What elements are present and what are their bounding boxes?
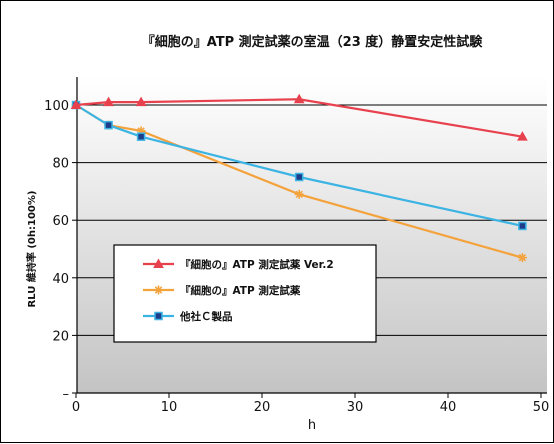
series-lines: [70, 93, 528, 263]
series-0: [70, 93, 528, 141]
x-tick-label: 20: [254, 400, 271, 415]
data-point: [136, 132, 146, 141]
y-tick-label: –: [63, 387, 70, 402]
data-point: [104, 120, 113, 130]
y-tick-label: 100: [44, 99, 69, 114]
x-tick-labels: 0 10 20 30 40 50: [72, 400, 549, 415]
plot-background: [77, 77, 547, 393]
data-point: [135, 96, 147, 107]
x-tick-label: 30: [347, 400, 364, 415]
legend-entry-1: 『細胞の』ATP 測定試薬: [143, 284, 301, 297]
legend-marker: [154, 311, 163, 321]
data-point: [517, 131, 528, 141]
x-tick-label: 40: [440, 400, 457, 415]
x-tick-label: 50: [533, 400, 550, 415]
legend-label: 『細胞の』ATP 測定試薬: [180, 284, 301, 297]
legend-entry-2: 他社Ｃ製品: [143, 310, 233, 323]
legend-label: 他社Ｃ製品: [179, 310, 233, 323]
x-axis-label: h: [308, 418, 316, 433]
data-point: [103, 96, 114, 107]
legend-entry-0: 『細胞の』ATP 測定試薬 Ver.2: [143, 258, 334, 271]
x-tick-label: 0: [72, 400, 80, 415]
data-point: [517, 253, 527, 263]
data-point: [518, 221, 527, 231]
data-point: [294, 189, 304, 199]
data-point: [294, 172, 304, 182]
y-tick-labels: – 20 40 60 80 100: [44, 99, 69, 402]
y-tick-label: 20: [52, 329, 69, 344]
legend-label: 『細胞の』ATP 測定試薬 Ver.2: [180, 258, 334, 271]
y-tick-label: 60: [52, 214, 69, 229]
y-tick-label: 40: [52, 272, 69, 287]
x-tick-label: 10: [161, 400, 178, 415]
y-axis-label: RLU 維持率 (0h:100%): [25, 191, 38, 308]
data-point: [70, 99, 82, 109]
data-point: [293, 93, 305, 104]
legend-marker: [153, 258, 164, 268]
legend-marker: [154, 285, 163, 295]
chart-title: 『細胞の』ATP 測定試薬の室温（23 度）静置安定性試験: [142, 34, 484, 50]
y-tick-label: 80: [52, 157, 69, 172]
